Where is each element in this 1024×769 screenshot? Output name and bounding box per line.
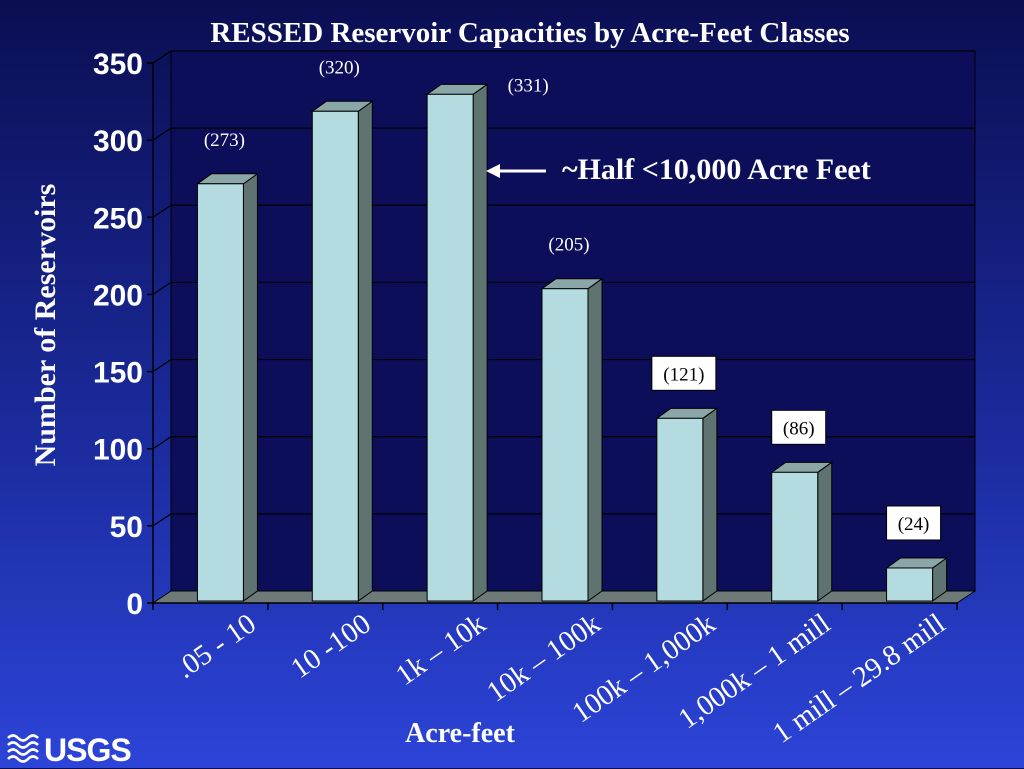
svg-text:USGS: USGS	[44, 732, 131, 764]
arrow-head-icon	[486, 164, 500, 178]
usgs-logo: USGS	[6, 730, 136, 769]
y-tick-label: 200	[93, 279, 143, 312]
data-label-box	[651, 355, 717, 391]
data-label: (24)	[886, 505, 942, 541]
y-axis-label: Number of Reservoirs	[29, 184, 62, 467]
data-label: (86)	[771, 409, 827, 445]
x-axis-label: Acre-feet	[405, 718, 516, 749]
data-label-text: (331)	[508, 75, 549, 96]
bar-front	[541, 288, 589, 602]
bar	[540, 277, 604, 602]
bar-side	[587, 277, 603, 602]
bar-front	[656, 417, 704, 602]
bar	[195, 172, 259, 602]
bar-front	[886, 567, 934, 602]
annotation: ~Half <10,000 Acre Feet	[486, 153, 871, 186]
bar	[885, 556, 949, 602]
bar-front	[426, 93, 474, 602]
bar-side	[472, 83, 488, 602]
y-tick-label: 250	[93, 202, 143, 235]
bar	[770, 461, 834, 602]
bar-side	[242, 172, 258, 602]
bar	[655, 407, 719, 602]
y-tick-label: 350	[93, 48, 143, 81]
y-tick-label: 0	[126, 588, 143, 621]
x-tick-label: 10 -100	[285, 608, 377, 686]
bar-front	[311, 110, 359, 602]
bar-side	[817, 461, 833, 602]
usgs-logo-icon: USGS	[7, 732, 132, 768]
chart-title: RESSED Reservoir Capacities by Acre-Feet…	[210, 17, 849, 49]
data-label-text: (320)	[319, 57, 360, 78]
bar-front	[196, 183, 244, 602]
bar-front	[771, 471, 819, 602]
data-label-text: (273)	[204, 130, 245, 151]
data-label: (205)	[548, 235, 589, 256]
data-label-text: (121)	[663, 364, 704, 385]
data-label: (331)	[508, 75, 549, 96]
data-label-box	[771, 409, 827, 445]
bar	[310, 100, 374, 602]
data-label-text: (24)	[898, 514, 930, 535]
y-tick-label: 100	[93, 434, 143, 467]
data-label-text: (86)	[783, 418, 815, 439]
data-label: (121)	[651, 355, 717, 391]
bar	[425, 83, 489, 602]
y-tick-label: 50	[110, 511, 143, 544]
data-label: (273)	[204, 130, 245, 151]
data-label-box	[886, 505, 942, 541]
bar-side	[357, 100, 373, 602]
y-tick-label: 150	[93, 357, 143, 390]
bar-side	[702, 407, 718, 602]
data-label: (320)	[319, 57, 360, 78]
data-label-text: (205)	[548, 235, 589, 256]
x-tick-label: 1k – 10k	[390, 607, 492, 692]
x-tick-label: .05 - 10	[170, 608, 262, 686]
y-tick-label: 300	[93, 125, 143, 158]
annotation-text: ~Half <10,000 Acre Feet	[562, 153, 871, 186]
